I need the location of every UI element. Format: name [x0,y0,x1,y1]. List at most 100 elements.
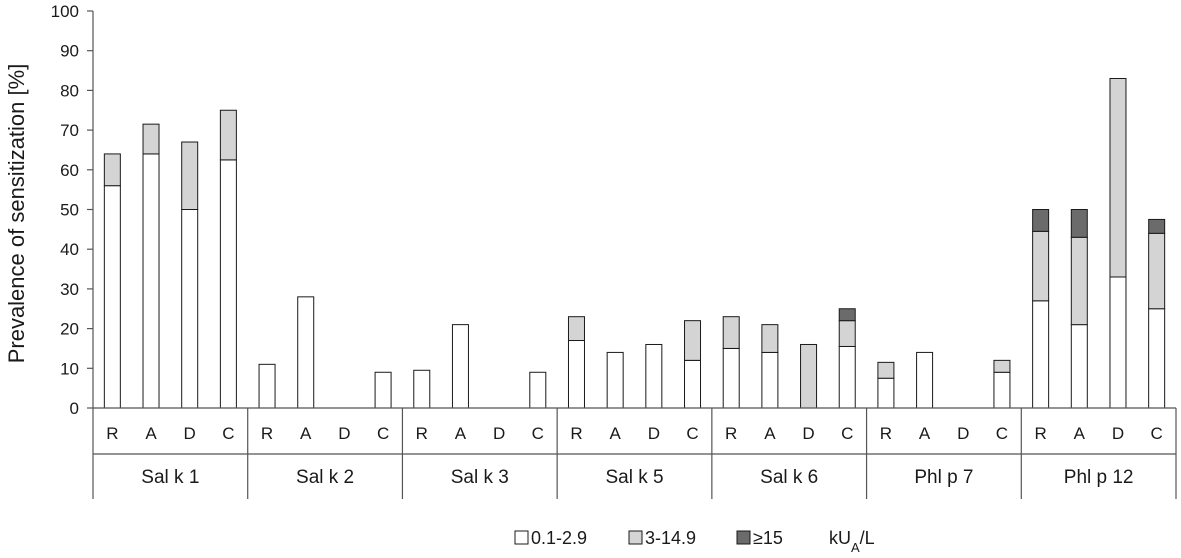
x-subcategory-label: R [1034,424,1046,443]
legend-label: 3-14.9 [645,528,696,548]
bar-segment [1148,308,1166,409]
bar-segment [103,185,121,409]
x-subcategory-label: D [957,424,969,443]
bar-segment [993,359,1011,373]
bar-segment [761,351,779,409]
x-subcategory-label: A [455,424,467,443]
bar-segment [181,209,199,409]
y-tick-label: 100 [51,2,79,21]
y-tick-label: 20 [60,320,79,339]
x-subcategory-label: A [919,424,931,443]
bar-segment [800,343,818,409]
bar-segment [606,351,624,409]
bar-segment [838,345,856,409]
legend-swatch [628,530,643,545]
x-subcategory-label: D [648,424,660,443]
x-subcategory-label: D [338,424,350,443]
y-tick-label: 80 [60,81,79,100]
bar-segment [993,371,1011,409]
bar-segment [142,123,160,155]
bar-segment [684,320,702,361]
legend-swatch [736,530,751,545]
x-group-label: Phl p 7 [914,467,973,488]
bar-segment [297,296,315,409]
bar-segment [1148,218,1166,234]
y-tick-label: 50 [60,201,79,220]
bar-segment [374,371,392,409]
y-tick-label: 30 [60,280,79,299]
x-subcategory-label: R [570,424,582,443]
bar-segment [916,351,934,409]
x-subcategory-label: D [493,424,505,443]
bar-segment [722,316,740,349]
bar-segment [838,308,856,322]
bar-segment [1109,276,1127,409]
bar-segment [529,371,547,409]
x-group-label: Phl p 12 [1064,467,1134,488]
bar-segment [684,359,702,409]
legend-label: 0.1-2.9 [531,528,587,548]
y-tick-label: 60 [60,161,79,180]
y-tick-label: 40 [60,240,79,259]
bar-segment [1032,209,1050,232]
x-subcategory-label: D [802,424,814,443]
x-subcategory-label: R [106,424,118,443]
x-subcategory-label: A [1074,424,1086,443]
bar-segment [451,324,469,409]
x-subcategory-label: R [880,424,892,443]
y-axis-label: Prevalence of sensitization [%] [4,64,29,364]
x-subcategory-label: C [841,424,853,443]
bar-segment [567,340,585,409]
bar-segment [258,363,276,409]
bar-segment [567,316,585,342]
bar-segment [219,109,237,161]
y-tick-label: 10 [60,359,79,378]
x-group-label: Sal k 3 [451,467,509,488]
bar-segment [877,361,895,379]
bar-segment [1109,77,1127,278]
x-subcategory-label: C [532,424,544,443]
x-subcategory-label: C [377,424,389,443]
bars [103,77,1166,409]
bar-segment [1032,230,1050,302]
x-subcategory-label: R [261,424,273,443]
bar-segment [1148,232,1166,310]
x-group-label: Sal k 5 [605,467,663,488]
legend-label: ≥15 [753,528,783,548]
bar-segment [142,153,160,409]
y-axis: 0 10 20 30 40 50 60 70 80 90 100 [51,2,94,418]
bar-segment [1032,300,1050,409]
x-subcategory-label: C [996,424,1008,443]
y-tick-label: 0 [70,399,79,418]
y-tick-label: 90 [60,42,79,61]
bar-segment [1070,324,1088,409]
x-subcategory-label: C [686,424,698,443]
y-tick-label: 70 [60,121,79,140]
bar-segment [877,377,895,409]
x-subcategory-label: A [609,424,621,443]
x-subcategory-label: C [222,424,234,443]
legend-unit: kUA/L [829,528,875,555]
legend: 0.1-2.9 3-14.9 ≥15 kUA/L [514,528,875,555]
bar-segment [761,324,779,353]
bar-segment [103,153,121,187]
bar-segment [1070,209,1088,238]
bar-segment [722,347,740,409]
bar-segment [1070,236,1088,326]
x-subcategory-label: D [184,424,196,443]
x-subcategory-label: C [1151,424,1163,443]
x-axis: R A D C Sal k 1 R A D C Sal k 2 R A D C Sal k 3 R A D C Sal… [92,407,1177,499]
bar-segment [838,320,856,347]
x-group-label: Sal k 2 [296,467,354,488]
bar-segment [219,159,237,409]
x-group-label: Sal k 6 [760,467,818,488]
x-subcategory-label: R [725,424,737,443]
x-subcategory-label: A [300,424,312,443]
x-subcategory-label: A [764,424,776,443]
x-group-label: Sal k 1 [141,467,199,488]
bar-segment [413,369,431,409]
x-subcategory-label: D [1112,424,1124,443]
x-subcategory-label: R [416,424,428,443]
x-subcategory-label: A [145,424,157,443]
